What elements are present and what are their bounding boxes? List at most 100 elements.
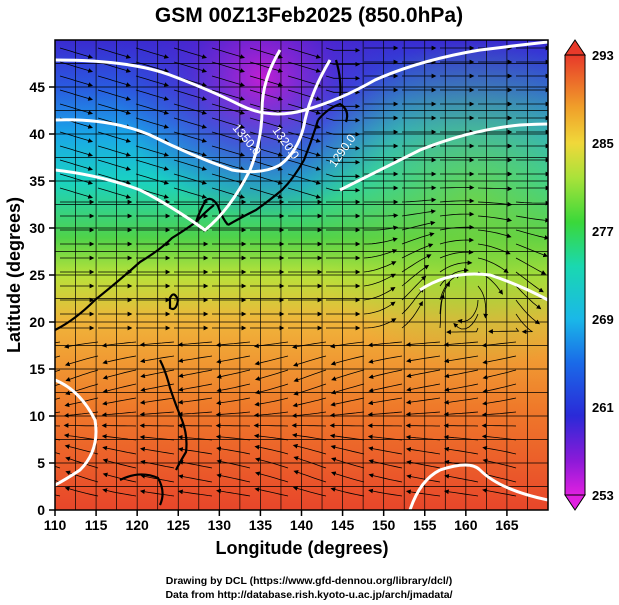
streamline — [287, 75, 321, 87]
streamline — [406, 474, 441, 483]
streamline — [291, 423, 327, 428]
streamline — [249, 117, 283, 129]
streamline — [216, 355, 251, 364]
y-axis-label: Latitude (degrees) — [4, 197, 24, 353]
y-axis: 0 5 10 15 20 25 30 35 40 45 — [29, 79, 55, 518]
streamline — [453, 313, 479, 330]
streamline — [135, 103, 169, 115]
streamline — [249, 89, 283, 101]
streamline — [173, 173, 207, 185]
streamline — [368, 459, 403, 469]
streamline — [216, 369, 251, 379]
streamline — [135, 89, 169, 101]
streamline — [65, 369, 99, 382]
streamline — [253, 411, 289, 418]
streamline — [515, 299, 541, 325]
streamline — [482, 488, 517, 497]
y-tick-label: 40 — [29, 126, 45, 142]
coastline-korea — [194, 197, 229, 226]
streamline — [368, 488, 403, 497]
streamline — [287, 131, 321, 143]
streamline — [253, 423, 289, 428]
streamline — [477, 243, 511, 255]
x-axis: 110 115 120 125 130 135 140 145 150 155 160 165 — [44, 510, 519, 533]
streamline — [515, 243, 548, 258]
streamline — [293, 470, 327, 483]
streamline — [401, 243, 434, 259]
streamline — [444, 369, 479, 379]
y-tick-label: 10 — [29, 408, 45, 424]
streamline — [368, 397, 403, 406]
streamline — [330, 487, 365, 497]
colorbar-tick-label: 269 — [592, 312, 614, 327]
streamline — [102, 488, 137, 497]
streamline — [401, 209, 436, 217]
streamline — [482, 458, 517, 469]
streamline — [406, 355, 441, 363]
contour-east — [339, 122, 548, 192]
streamline — [211, 89, 245, 101]
streamline — [211, 117, 245, 129]
streamline — [325, 145, 361, 151]
streamline — [481, 411, 517, 418]
streamline — [211, 145, 245, 157]
streamline — [482, 445, 517, 455]
figure-title: GSM 00Z13Feb2025 (850.0hPa) — [155, 4, 463, 27]
streamline — [515, 215, 548, 223]
geopotential-contours — [55, 40, 548, 510]
streamline — [135, 173, 169, 185]
streamline — [368, 369, 403, 379]
streamline — [64, 355, 99, 367]
streamline — [367, 411, 403, 417]
wind-streamlines — [55, 45, 548, 497]
streamline — [482, 383, 517, 394]
contour-1320 — [55, 59, 332, 174]
contour-subtropic — [55, 378, 98, 487]
streamline — [330, 397, 365, 407]
streamline — [405, 397, 441, 405]
colorbar-tick-label: 253 — [592, 488, 614, 503]
x-tick-label: 145 — [331, 517, 355, 533]
contour-highcenter — [419, 272, 548, 302]
streamline — [363, 286, 396, 301]
streamline — [488, 327, 520, 334]
streamline — [292, 443, 327, 455]
streamline — [97, 131, 131, 143]
streamline — [140, 355, 175, 364]
streamline — [515, 257, 547, 275]
streamline — [139, 489, 175, 497]
colorbar-ticks: 293 285 277 269 261 253 — [592, 48, 614, 503]
streamline — [443, 489, 479, 497]
colorbar-body — [564, 54, 586, 496]
coastline-japan-hokkaido — [317, 102, 349, 123]
x-tick-label: 135 — [249, 517, 273, 533]
streamline — [63, 423, 99, 428]
streamline — [329, 423, 365, 428]
colorbar-top-cap — [564, 39, 586, 56]
streamline — [216, 459, 251, 469]
streamline — [401, 301, 423, 329]
streamline — [135, 145, 169, 157]
streamline — [482, 472, 517, 483]
footer-credit-data: Data from http://database.rish.kyoto-u.a… — [165, 589, 452, 601]
streamline — [216, 397, 251, 406]
streamline — [101, 423, 137, 428]
streamline — [477, 201, 513, 207]
colorbar-tick-label: 277 — [592, 224, 614, 239]
streamline — [97, 47, 131, 59]
streamline — [216, 473, 251, 483]
streamline — [102, 445, 137, 455]
footer-credit-drawing: Drawing by DCL (https://www.gfd-dennou.o… — [166, 575, 452, 587]
streamline — [135, 47, 169, 59]
streamline — [140, 369, 175, 379]
streamline — [325, 47, 361, 53]
y-tick-label: 25 — [29, 267, 45, 283]
streamline — [406, 447, 441, 455]
streamline — [363, 249, 398, 259]
streamline — [102, 397, 137, 406]
streamline — [216, 383, 251, 393]
x-axis-label: Longitude (degrees) — [215, 538, 388, 558]
streamline — [443, 397, 479, 405]
streamline — [401, 264, 430, 287]
streamline — [215, 341, 251, 348]
